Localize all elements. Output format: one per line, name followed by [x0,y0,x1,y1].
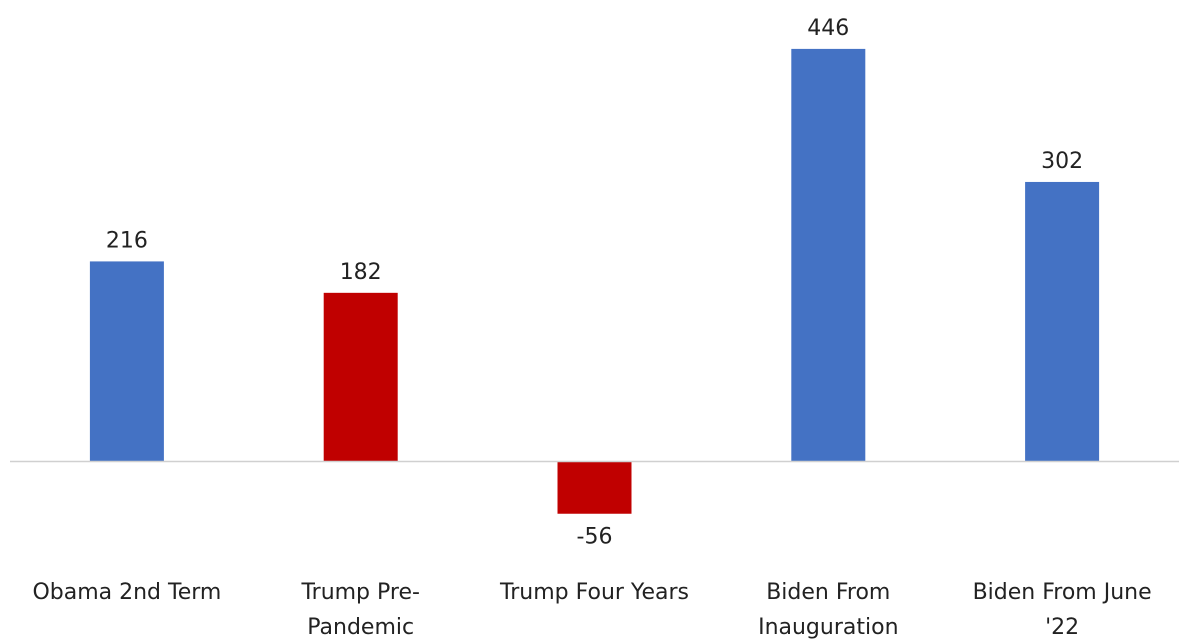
category-label-2-line-2: Pandemic [307,615,414,640]
data-label-5: 302 [1041,149,1083,174]
data-label-1: 216 [106,228,148,253]
data-label-3: -56 [577,525,613,550]
bars-group [89,48,1100,514]
data-labels-group: 216 182 -56 446 302 [106,16,1083,550]
category-label-2-line-1: Trump Pre- [300,580,420,605]
category-label-1-line-1: Obama 2nd Term [32,580,221,605]
category-labels-group: Obama 2nd Term Trump Pre- Pandemic Trump Fo… [32,580,1151,640]
bar-2 [323,292,398,461]
data-label-4: 446 [807,16,849,41]
category-label-4-line-2: Inauguration [758,615,898,640]
bar-5 [1025,181,1100,461]
category-label-5-line-2: '22 [1045,615,1079,640]
bar-1 [89,261,164,461]
bar-3 [557,462,632,514]
category-label-5-line-1: Biden From June [973,580,1152,605]
bar-4 [791,48,866,462]
data-label-2: 182 [340,260,382,285]
category-label-3-line-1: Trump Four Years [499,580,689,605]
category-label-4-line-1: Biden From [766,580,890,605]
